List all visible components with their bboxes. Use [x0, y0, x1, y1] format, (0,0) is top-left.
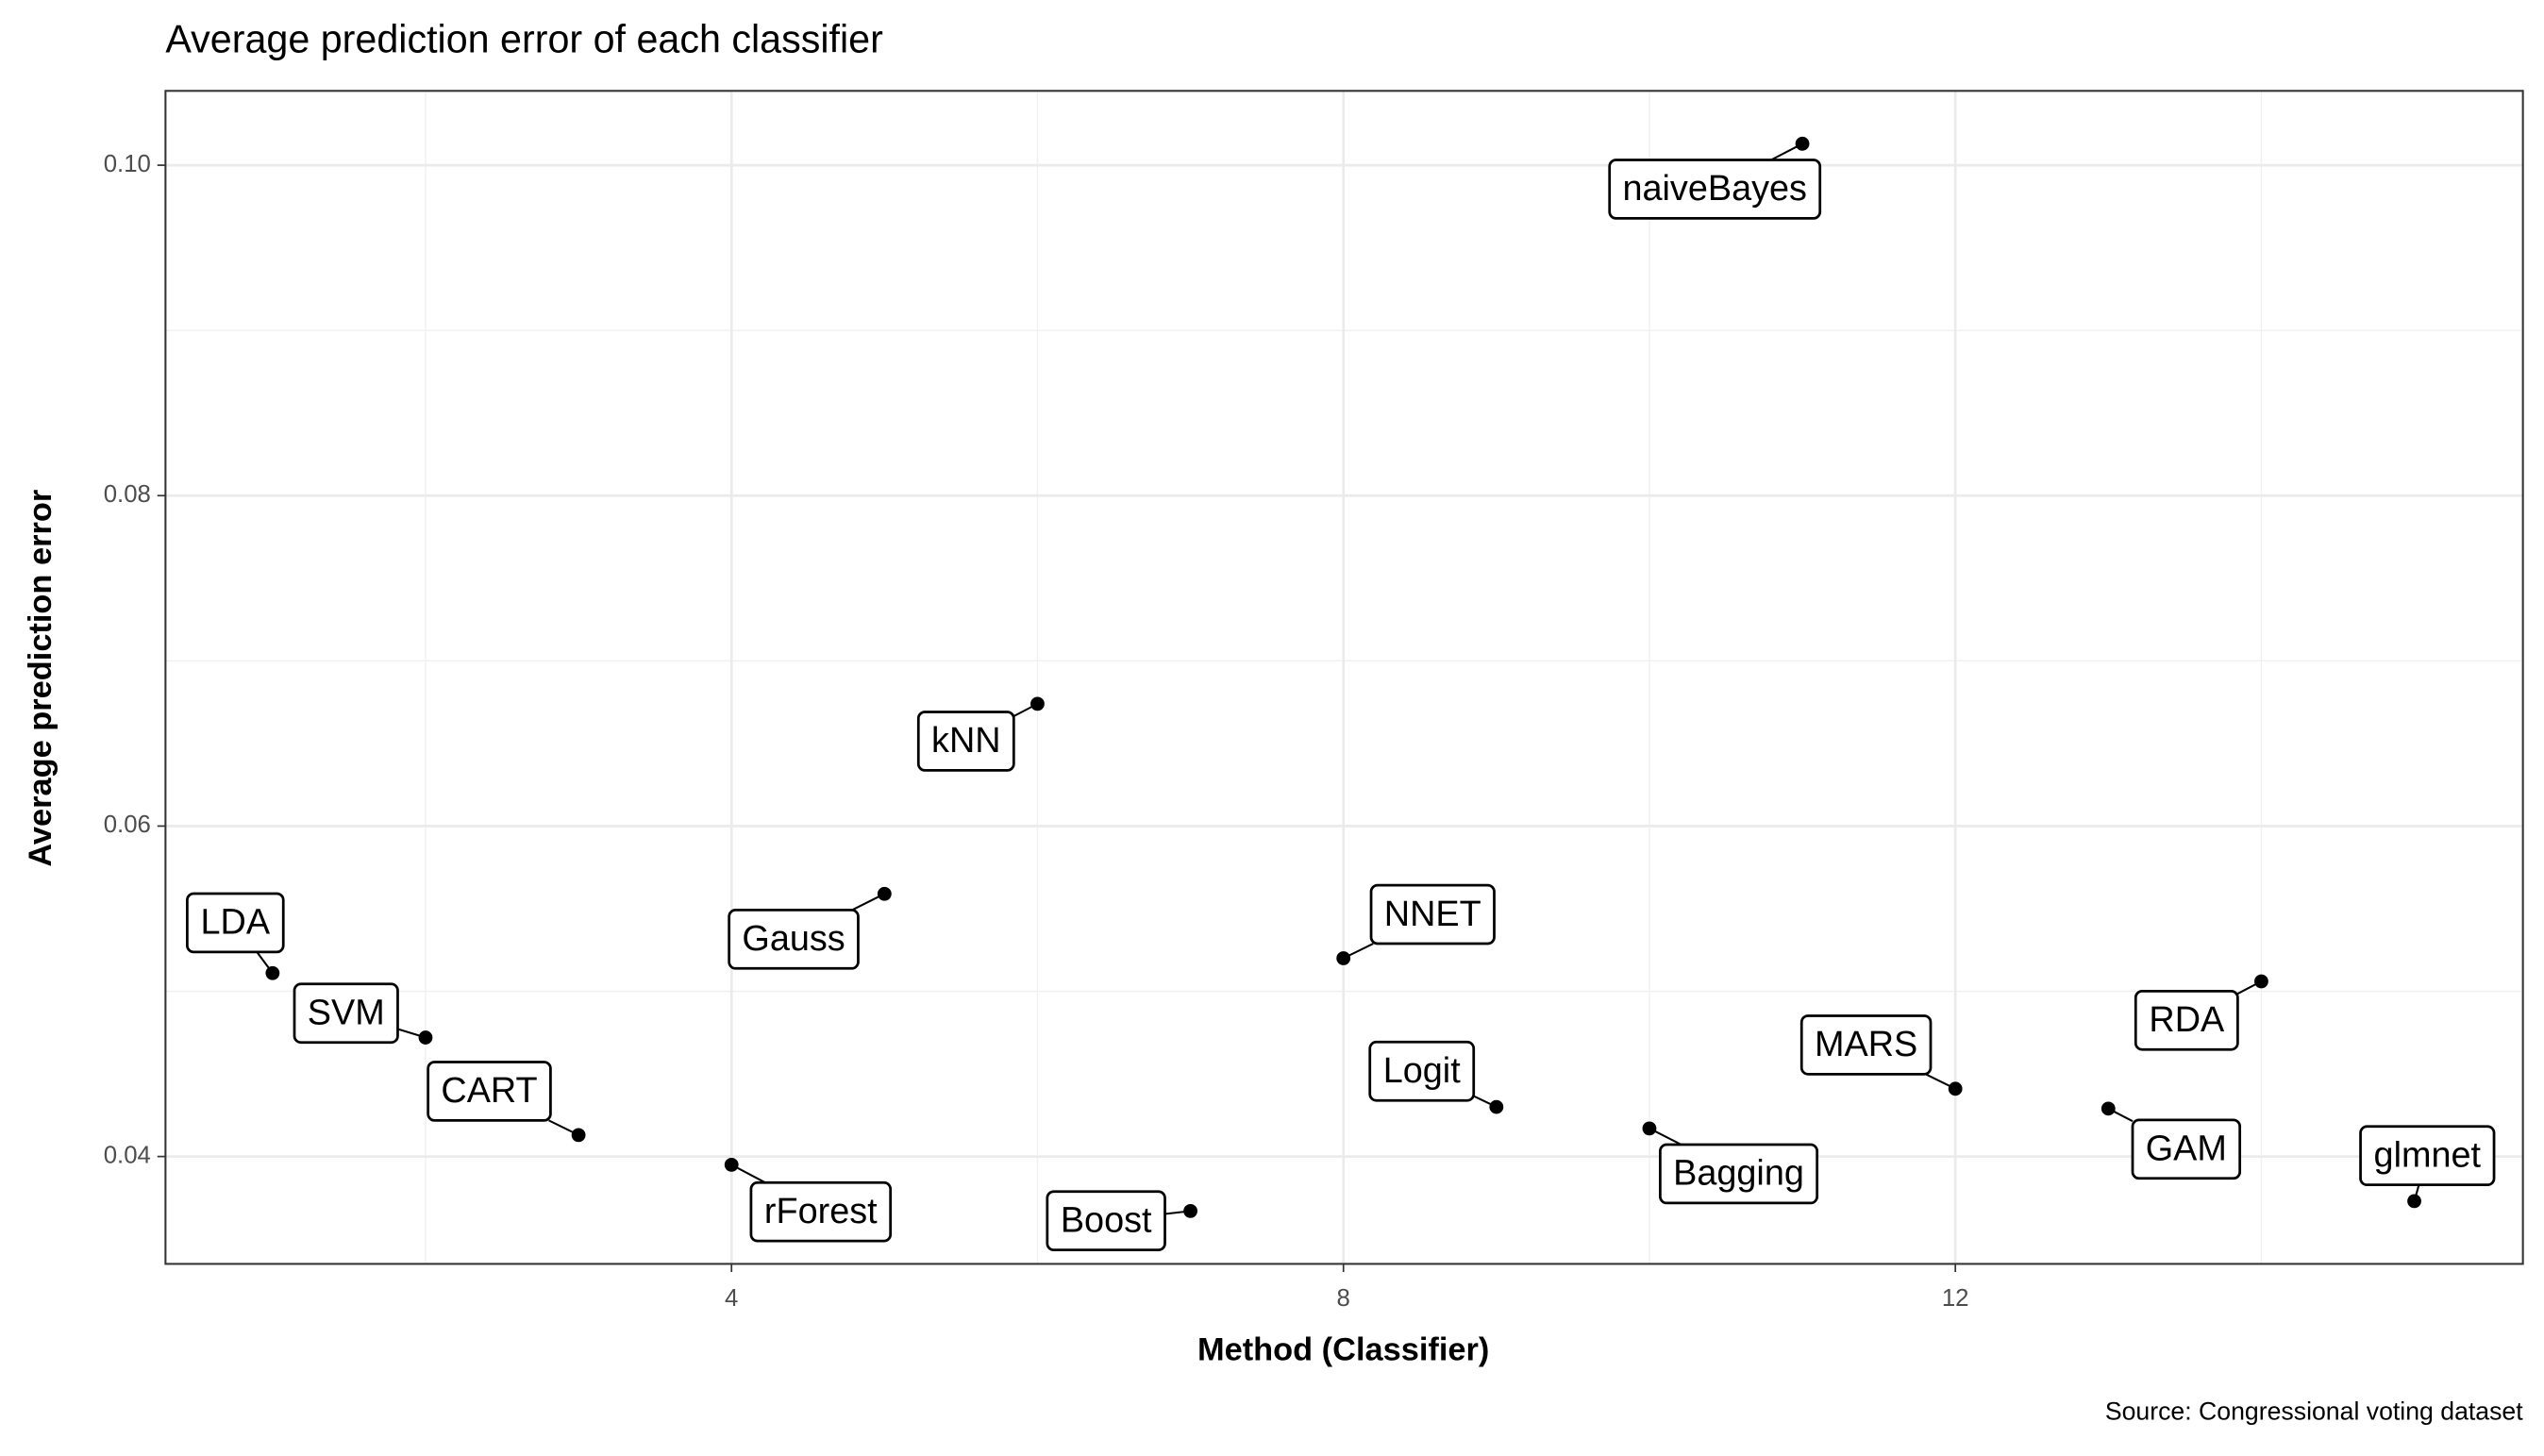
- x-tick-label: 8: [1337, 1285, 1350, 1312]
- label-box: [2359, 1125, 2496, 1187]
- point-label: CART: [427, 1061, 579, 1136]
- label-box: [1369, 883, 1496, 946]
- point-label-text: glmnet: [2374, 1135, 2482, 1175]
- point: [1948, 1081, 1963, 1096]
- point-label: kNN: [916, 702, 1038, 772]
- point-label-text: naiveBayes: [1622, 169, 1807, 209]
- label-box: [749, 1180, 893, 1243]
- point-label-text: RDA: [2149, 1000, 2225, 1040]
- x-tick-label: 12: [1942, 1285, 1969, 1312]
- point: [1795, 136, 1810, 151]
- point: [418, 1030, 433, 1045]
- point-label-text: MARS: [1815, 1025, 1917, 1064]
- point-label: LDA: [186, 892, 285, 974]
- y-tick-label: 0.08: [104, 481, 151, 508]
- y-tick-label: 0.04: [104, 1142, 151, 1168]
- point-label-text: rForest: [764, 1192, 878, 1231]
- point-label-text: NNET: [1384, 895, 1481, 934]
- point-label: glmnet: [2359, 1125, 2496, 1202]
- point: [1336, 951, 1351, 965]
- point-label: RDA: [2134, 980, 2262, 1051]
- point-label-text: Bagging: [1673, 1154, 1804, 1194]
- point-label: SVM: [293, 982, 427, 1045]
- point-label: GAM: [2107, 1107, 2242, 1180]
- point-label: Boost: [1046, 1190, 1191, 1252]
- point: [265, 965, 280, 980]
- chart-title: Average prediction error of each classif…: [165, 18, 883, 61]
- point: [2100, 1101, 2116, 1116]
- point-label: Logit: [1368, 1040, 1498, 1109]
- point-label: naiveBayes: [1608, 142, 1822, 220]
- point-label-text: SVM: [308, 993, 385, 1032]
- label-box: [1608, 159, 1822, 220]
- label-box: [186, 892, 285, 954]
- label-box: [2134, 989, 2239, 1051]
- y-axis-title: Average prediction error: [23, 490, 59, 867]
- label-box: [427, 1061, 552, 1122]
- point-label-text: GAM: [2146, 1130, 2227, 1169]
- label-box: [293, 982, 399, 1045]
- y-tick-label: 0.10: [104, 151, 151, 177]
- label-box: [2131, 1118, 2242, 1180]
- y-tick-label: 0.06: [104, 812, 151, 838]
- point-label-text: Gauss: [742, 919, 845, 959]
- point-label-text: Boost: [1061, 1200, 1152, 1240]
- label-box: [1046, 1190, 1166, 1252]
- point-label-text: kNN: [931, 721, 1001, 761]
- point: [571, 1128, 586, 1143]
- point: [724, 1157, 739, 1172]
- point-label: MARS: [1799, 1014, 1956, 1090]
- point: [2407, 1194, 2421, 1209]
- point-label: rForest: [730, 1163, 893, 1243]
- point: [877, 886, 892, 901]
- point: [1183, 1203, 1197, 1218]
- caption: Source: Congressional voting dataset: [2105, 1397, 2523, 1426]
- point-label-text: Logit: [1383, 1051, 1461, 1091]
- label-box: [1799, 1014, 1933, 1076]
- label-box: [916, 711, 1015, 772]
- point: [1030, 696, 1045, 711]
- label-box: [1658, 1143, 1819, 1205]
- point: [1489, 1099, 1504, 1114]
- x-tick-label: 4: [725, 1285, 738, 1312]
- point-label: Gauss: [728, 893, 885, 970]
- point: [2254, 974, 2268, 989]
- point-label: Bagging: [1649, 1127, 1819, 1205]
- label-box: [728, 909, 860, 970]
- label-box: [1368, 1040, 1476, 1102]
- point-label-text: CART: [441, 1071, 537, 1111]
- plot-border: [164, 90, 2524, 1265]
- x-axis-title: Method (Classifier): [1197, 1331, 1489, 1367]
- point: [1642, 1121, 1657, 1136]
- point-label-text: LDA: [201, 903, 271, 943]
